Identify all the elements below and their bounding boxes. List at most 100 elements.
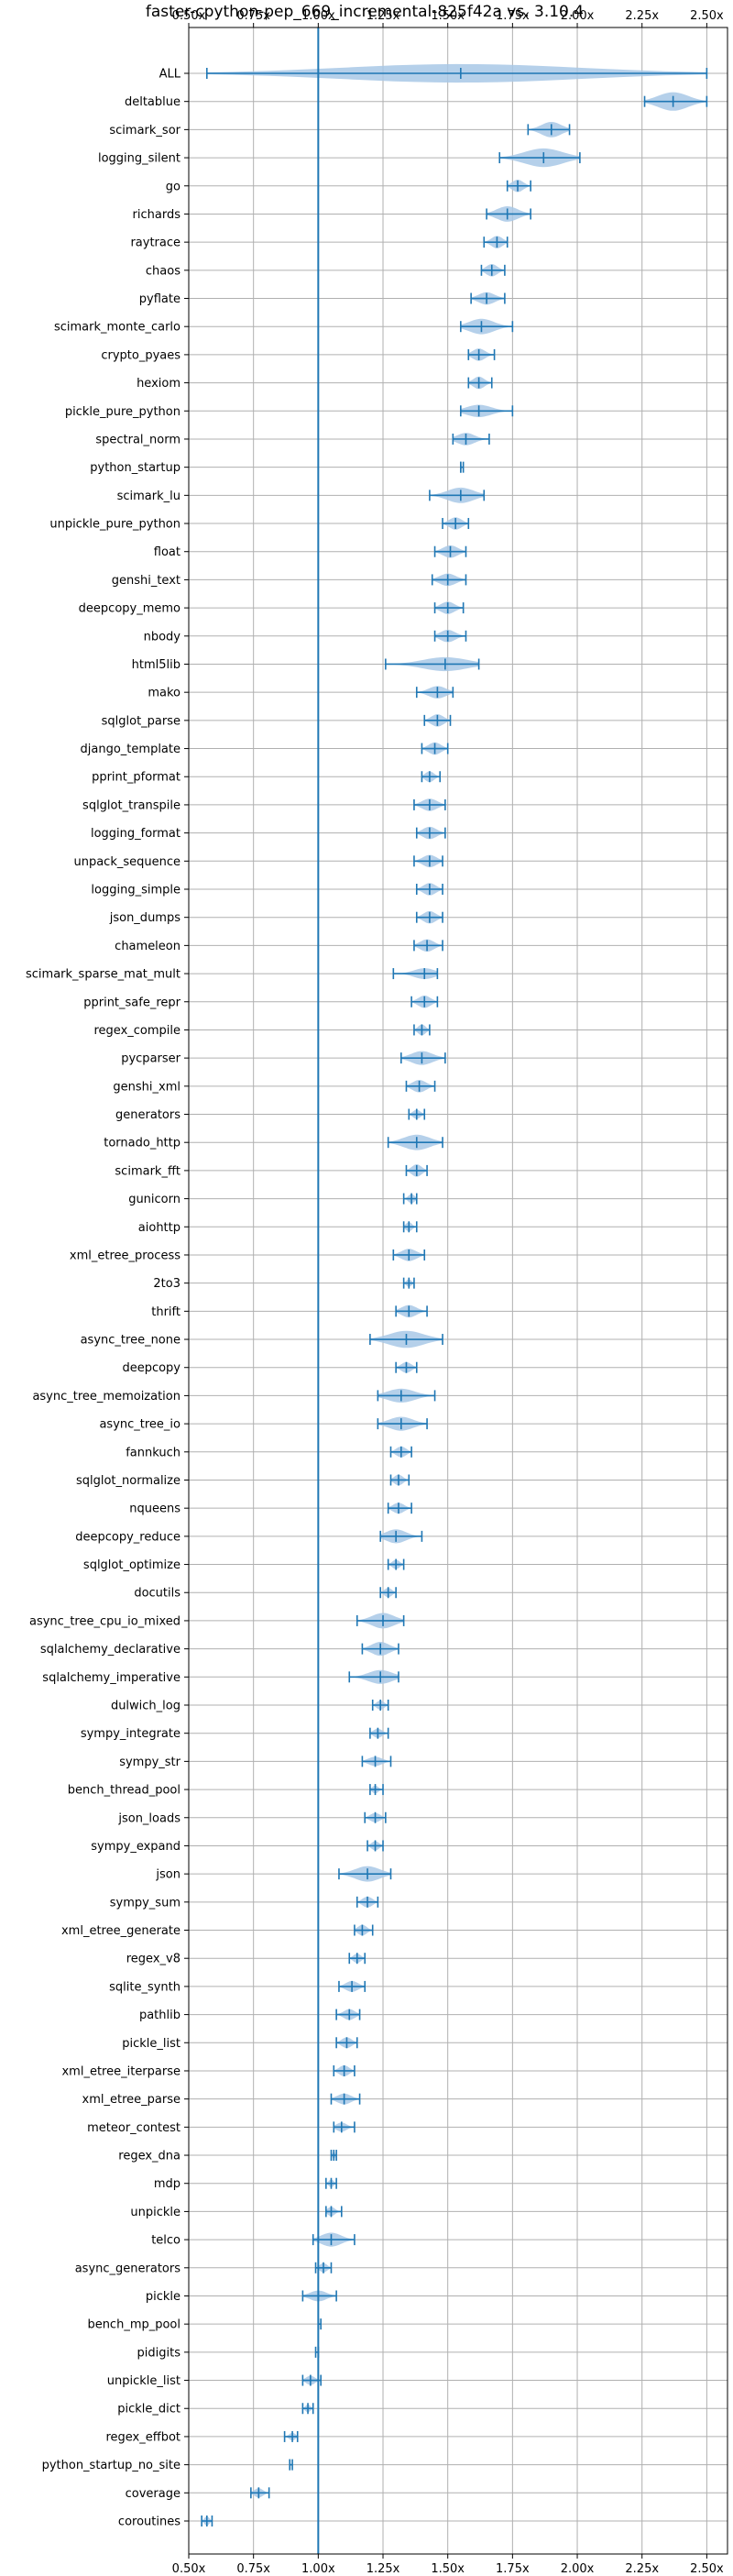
category-label: xml_etree_process	[70, 1249, 181, 1262]
category-label: pprint_pformat	[92, 771, 181, 785]
category-label: pyflate	[139, 292, 181, 306]
category-label: deepcopy_memo	[79, 602, 181, 616]
category-label: logging_silent	[98, 152, 181, 166]
x-tick-label-top: 0.50x	[172, 9, 206, 23]
category-label: sqlglot_parse	[102, 714, 181, 728]
category-label: scimark_sor	[109, 124, 181, 138]
category-label: telco	[151, 2234, 181, 2248]
category-label: scimark_sparse_mat_mult	[26, 968, 181, 982]
category-label: deepcopy	[122, 1361, 181, 1375]
category-label: scimark_lu	[117, 490, 181, 503]
category-label: bench_thread_pool	[68, 1784, 181, 1798]
category-label: pycparser	[121, 1052, 181, 1066]
category-label: async_tree_memoization	[32, 1390, 181, 1404]
x-tick-label-bottom: 0.75x	[236, 2562, 270, 2576]
category-label: xml_etree_parse	[82, 2093, 181, 2107]
category-label: regex_dna	[118, 2150, 181, 2163]
category-label: 2to3	[153, 1277, 181, 1291]
x-tick-label-top: 2.00x	[561, 9, 595, 23]
x-tick-label-bottom: 1.50x	[431, 2562, 465, 2576]
category-label: meteor_contest	[87, 2121, 181, 2135]
category-label: sqlalchemy_declarative	[40, 1643, 181, 1657]
category-label: genshi_xml	[113, 1080, 181, 1094]
x-tick-label-bottom: 2.00x	[561, 2562, 595, 2576]
category-label: hexiom	[137, 377, 181, 391]
category-label: sqlglot_optimize	[83, 1558, 181, 1572]
category-label: aiohttp	[138, 1221, 181, 1235]
x-tick-label-bottom: 1.75x	[496, 2562, 530, 2576]
category-label: async_tree_none	[81, 1334, 181, 1348]
category-label: pickle	[146, 2290, 181, 2304]
category-label: raytrace	[130, 237, 181, 250]
category-label: unpickle_pure_python	[49, 518, 181, 532]
category-label: deltablue	[125, 95, 181, 109]
category-label: tornado_http	[104, 1137, 181, 1150]
category-label: gunicorn	[128, 1193, 181, 1206]
category-label: json	[155, 1868, 181, 1882]
plot-frame	[188, 27, 728, 2555]
category-label: regex_compile	[93, 1024, 181, 1038]
category-label: deepcopy_reduce	[75, 1530, 181, 1544]
category-label: sympy_expand	[91, 1840, 181, 1854]
category-label: regex_v8	[126, 1953, 181, 1966]
x-tick-label-top: 1.75x	[496, 9, 530, 23]
category-label: chameleon	[115, 940, 181, 953]
category-label: spectral_norm	[95, 433, 181, 446]
category-label: logging_format	[91, 827, 181, 841]
category-label: unpickle	[130, 2206, 181, 2219]
category-label: crypto_pyaes	[101, 348, 181, 362]
category-label: docutils	[134, 1587, 181, 1601]
category-label: unpickle_list	[107, 2374, 181, 2388]
category-label: async_tree_io	[99, 1418, 181, 1432]
category-label: xml_etree_generate	[61, 1924, 181, 1938]
category-label: generators	[115, 1108, 181, 1122]
x-tick-label-top: 1.00x	[301, 9, 335, 23]
category-label: python_startup	[90, 461, 181, 475]
category-label: python_startup_no_site	[42, 2459, 181, 2472]
category-label: nqueens	[129, 1503, 181, 1516]
category-label: ALL	[159, 68, 181, 82]
x-tick-label-top: 0.75x	[236, 9, 270, 23]
category-label: scimark_monte_carlo	[54, 321, 181, 335]
category-label: bench_mp_pool	[87, 2318, 181, 2332]
x-tick-label-bottom: 2.25x	[625, 2562, 659, 2576]
category-label: fannkuch	[126, 1446, 181, 1459]
category-label: xml_etree_iterparse	[61, 2064, 181, 2078]
category-label: pickle_pure_python	[65, 405, 181, 419]
x-tick-label-bottom: 1.25x	[366, 2562, 400, 2576]
category-label: sympy_str	[119, 1756, 181, 1769]
category-label: mako	[148, 687, 181, 700]
x-tick-label-top: 1.25x	[366, 9, 400, 23]
category-label: async_tree_cpu_io_mixed	[29, 1614, 181, 1628]
category-label: sqlalchemy_imperative	[42, 1671, 181, 1685]
axes: 0.50x 0.50x 0.75x 0.75x 1.00x 1.00x 1.25x 1.25x…	[172, 9, 728, 2576]
x-tick-label-top: 1.50x	[431, 9, 465, 23]
category-label: scimark_fft	[115, 1164, 181, 1178]
category-label: html5lib	[132, 658, 181, 672]
category-label: sympy_integrate	[81, 1727, 181, 1741]
x-tick-label-bottom: 2.50x	[690, 2562, 724, 2576]
category-label: django_template	[81, 743, 181, 756]
category-label: regex_effbot	[105, 2430, 181, 2444]
category-label: chaos	[146, 264, 181, 278]
category-label: mdp	[154, 2177, 181, 2191]
category-label: coverage	[126, 2487, 181, 2501]
category-label: sqlglot_transpile	[82, 798, 181, 812]
category-label: unpack_sequence	[73, 855, 181, 869]
category-label: async_generators	[75, 2262, 181, 2275]
category-label: nbody	[144, 630, 181, 644]
x-tick-label-bottom: 1.00x	[301, 2562, 335, 2576]
category-label: pathlib	[139, 2009, 181, 2022]
category-label: thrift	[151, 1305, 181, 1319]
category-label: richards	[133, 208, 181, 222]
category-label: json_loads	[117, 1811, 181, 1825]
category-label: json_dumps	[109, 911, 181, 925]
chart-title: faster-cpython-pep_669_incremental-825f4…	[146, 3, 584, 21]
category-label: pickle_list	[122, 2037, 181, 2051]
category-label: dulwich_log	[111, 1700, 181, 1713]
violins	[201, 63, 708, 2526]
category-label: float	[154, 545, 181, 559]
category-label: sympy_sum	[110, 1896, 181, 1910]
